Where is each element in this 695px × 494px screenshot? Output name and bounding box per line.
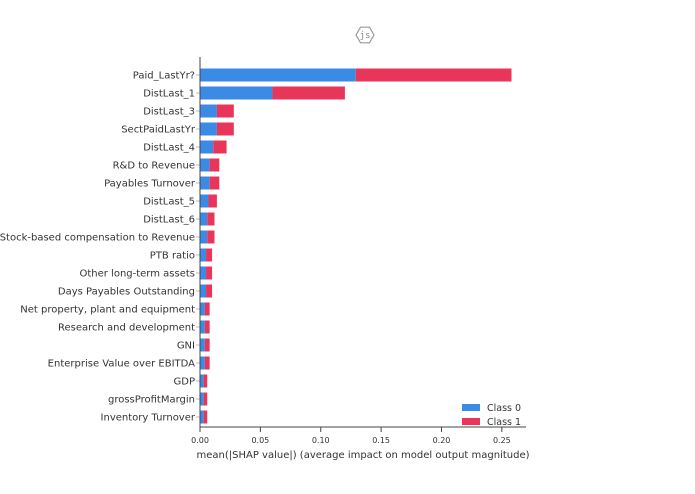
y-tick-label: SectPaidLastYr	[121, 125, 196, 136]
bar-sectpaidlastyr-class-0	[200, 122, 217, 136]
bar-research-and-development-class-0	[200, 320, 205, 334]
bar-distlast-1-class-0	[200, 86, 273, 100]
x-tick-label: 0.10	[312, 436, 330, 445]
x-axis: 0.00 0.05 0.10 0.15 0.20 0.25	[191, 426, 526, 445]
y-tick-label: Enterprise Value over EBITDA	[48, 359, 195, 370]
bar-net-property-plant-and-equipment-class-0	[200, 302, 205, 316]
bar-distlast-3-class-0	[200, 104, 217, 118]
bar-stock-based-compensation-to-revenue-class-0	[200, 230, 208, 244]
bar-grossprofitmargin-class-1	[203, 392, 208, 406]
bar-gdp-class-0	[200, 374, 204, 388]
bar-net-property-plant-and-equipment-class-1	[204, 302, 210, 316]
bar-payables-turnover-class-0	[200, 176, 210, 190]
y-tick-label: GDP	[174, 377, 195, 388]
y-tick-label: DistLast_4	[143, 143, 195, 154]
bar-other-long-term-assets-class-0	[200, 266, 207, 280]
x-tick-label: 0.15	[372, 436, 390, 445]
y-tick-label: Days Payables Outstanding	[58, 287, 195, 298]
bars-group	[200, 68, 512, 424]
y-tick-label: Stock-based compensation to Revenue	[0, 233, 195, 244]
x-axis-label: mean(|SHAP value|) (average impact on mo…	[196, 450, 529, 461]
y-tick-labels: Paid_LastYr? DistLast_1 DistLast_3 SectPaid…	[0, 71, 200, 424]
y-tick-label: PTB ratio	[150, 251, 195, 262]
bar-grossprofitmargin-class-0	[200, 392, 204, 406]
bar-inventory-turnover-class-1	[203, 410, 208, 424]
y-tick-label: DistLast_3	[143, 107, 195, 118]
bar-distlast-4-class-0	[200, 140, 214, 154]
bar-distlast-6-class-0	[200, 212, 208, 226]
x-tick-label: 0.05	[251, 436, 269, 445]
bar-distlast-5-class-1	[208, 194, 217, 208]
bar-days-payables-outstanding-class-0	[200, 284, 207, 298]
bar-stock-based-compensation-to-revenue-class-1	[207, 230, 215, 244]
bar-r-d-to-revenue-class-1	[209, 158, 220, 172]
legend-label-class-1: Class 1	[487, 417, 521, 428]
y-tick-label: DistLast_5	[143, 197, 195, 208]
legend: Class 0 Class 1	[462, 403, 521, 428]
bar-paid-lastyr-class-1	[355, 68, 512, 82]
bar-inventory-turnover-class-0	[200, 410, 204, 424]
bar-research-and-development-class-1	[204, 320, 210, 334]
bar-sectpaidlastyr-class-1	[216, 122, 234, 136]
legend-swatch-class-0	[462, 404, 480, 411]
bar-ptb-ratio-class-1	[206, 248, 213, 262]
bar-days-payables-outstanding-class-1	[206, 284, 213, 298]
hexagon-js-badge-icon	[355, 26, 375, 44]
bar-ptb-ratio-class-0	[200, 248, 207, 262]
bar-enterprise-value-over-ebitda-class-1	[204, 356, 210, 370]
bar-distlast-3-class-1	[216, 104, 234, 118]
bar-enterprise-value-over-ebitda-class-0	[200, 356, 205, 370]
y-tick-label: Payables Turnover	[104, 179, 196, 190]
js-badge: js	[355, 26, 375, 44]
x-tick-label: 0.25	[493, 436, 511, 445]
bar-gdp-class-1	[203, 374, 208, 388]
bar-other-long-term-assets-class-1	[206, 266, 213, 280]
legend-swatch-class-1	[462, 418, 480, 425]
y-tick-label: DistLast_1	[143, 89, 195, 100]
y-tick-label: grossProfitMargin	[108, 395, 195, 406]
y-tick-label: Net property, plant and equipment	[20, 305, 195, 316]
js-badge-label: js	[360, 31, 371, 41]
bar-distlast-4-class-1	[213, 140, 227, 154]
x-tick-label: 0.20	[433, 436, 451, 445]
bar-distlast-6-class-1	[207, 212, 215, 226]
bar-gni-class-1	[204, 338, 210, 352]
bar-payables-turnover-class-1	[209, 176, 220, 190]
y-tick-label: Inventory Turnover	[101, 413, 196, 424]
bar-distlast-1-class-1	[272, 86, 345, 100]
legend-label-class-0: Class 0	[487, 403, 521, 414]
y-tick-label: Other long-term assets	[79, 269, 195, 280]
bar-r-d-to-revenue-class-0	[200, 158, 210, 172]
bar-distlast-5-class-0	[200, 194, 209, 208]
y-tick-label: R&D to Revenue	[113, 161, 195, 172]
y-tick-label: GNI	[177, 341, 195, 352]
bar-paid-lastyr-class-0	[200, 68, 356, 82]
y-tick-label: DistLast_6	[143, 215, 195, 226]
y-tick-label: Research and development	[58, 323, 195, 334]
x-tick-label: 0.00	[191, 436, 209, 445]
y-tick-label: Paid_LastYr?	[133, 71, 195, 82]
bar-gni-class-0	[200, 338, 205, 352]
